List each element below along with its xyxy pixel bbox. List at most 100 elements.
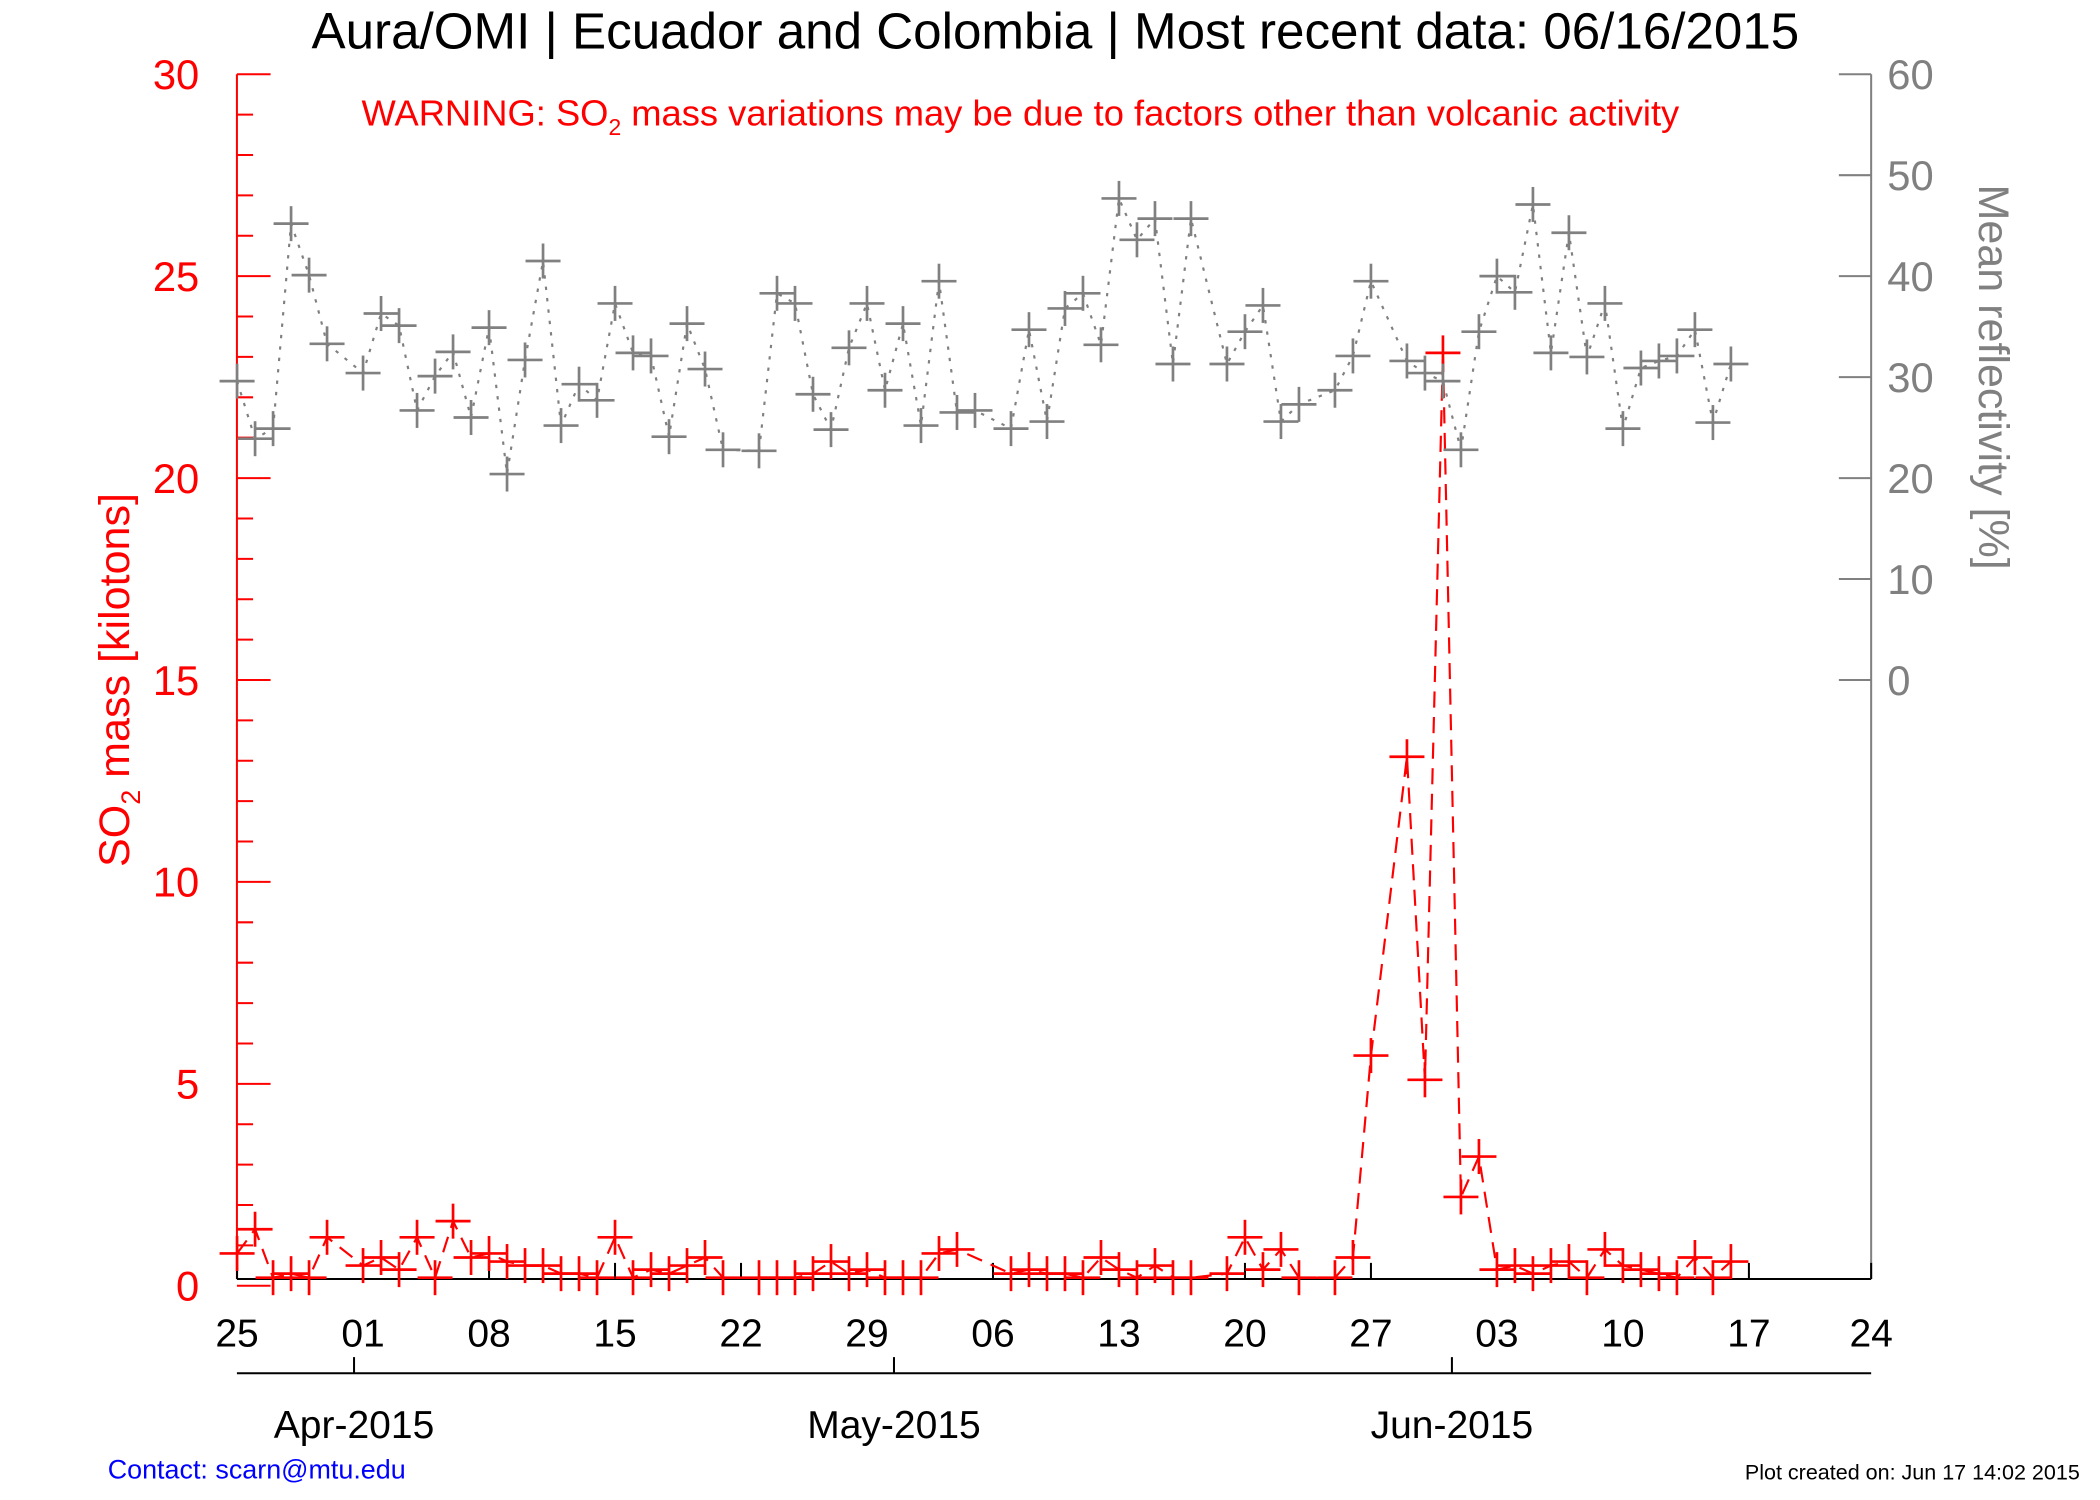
so2-mass-point — [309, 1219, 345, 1255]
plot-created-text: Plot created on: Jun 17 14:02 2015 — [1745, 1461, 2080, 1485]
left-tick-label: 30 — [153, 51, 199, 98]
reflectivity-point — [345, 355, 381, 391]
x-tick-label: 01 — [341, 1312, 384, 1355]
so2-mass-point — [1605, 1248, 1641, 1284]
so2-mass-point — [579, 1260, 615, 1296]
so2-mass-point — [1515, 1256, 1551, 1292]
reflectivity-point — [1623, 350, 1659, 386]
reflectivity-point — [1425, 363, 1461, 399]
so2-mass-point — [381, 1252, 417, 1288]
month-label: Apr-2015 — [274, 1404, 435, 1447]
so2-mass-point — [1263, 1231, 1299, 1267]
reflectivity-point — [525, 243, 561, 279]
so2-mass-point — [705, 1260, 741, 1296]
reflectivity-point — [813, 412, 849, 448]
so2-mass-point — [417, 1260, 453, 1296]
right-tick-label: 10 — [1887, 556, 1933, 603]
so2-mass-point — [615, 1260, 651, 1296]
so2-mass-point — [1713, 1244, 1749, 1280]
reflectivity-point — [1245, 287, 1281, 323]
reflectivity-point — [1173, 201, 1209, 237]
so2-mass-point — [1623, 1252, 1659, 1288]
x-tick-label: 13 — [1097, 1312, 1140, 1355]
so2-mass-point — [1461, 1139, 1497, 1175]
reflectivity-point — [255, 411, 291, 447]
contact-link[interactable]: Contact: scarn@mtu.edu — [108, 1454, 406, 1484]
so2-mass-point — [1173, 1260, 1209, 1296]
reflectivity-point — [1389, 343, 1425, 379]
reflectivity-point — [381, 308, 417, 344]
so2-mass-point — [1587, 1231, 1623, 1267]
reflectivity-point — [237, 421, 273, 457]
so2-mass-point — [363, 1240, 399, 1275]
reflectivity-point — [903, 408, 939, 444]
so2-mass-point — [1659, 1260, 1695, 1296]
so2-mass-point — [1101, 1252, 1137, 1288]
right-tick-label: 60 — [1887, 51, 1933, 98]
so2-mass-line — [236, 352, 1732, 1281]
so2-mass-point — [1569, 1260, 1605, 1296]
chart-title: Aura/OMI | Ecuador and Colombia | Most r… — [312, 3, 1800, 60]
reflectivity-point — [741, 433, 777, 469]
reflectivity-point — [615, 335, 651, 371]
reflectivity-point — [1641, 343, 1677, 379]
so2-mass-point — [633, 1252, 669, 1288]
so2-mass-point — [831, 1256, 867, 1292]
so2-mass-point — [1479, 1252, 1515, 1288]
reflectivity-point — [1101, 180, 1137, 216]
so2-mass-point — [1065, 1260, 1101, 1296]
so2-mass-point — [849, 1252, 885, 1288]
so2-mass-point — [777, 1260, 813, 1296]
reflectivity-point — [1209, 346, 1245, 382]
left-tick-label: 0 — [176, 1263, 199, 1310]
so2-mass-point — [1497, 1248, 1533, 1284]
x-tick-label: 10 — [1601, 1312, 1644, 1355]
so2-mass-point — [1335, 1240, 1371, 1275]
reflectivity-point — [867, 372, 903, 408]
x-tick-label: 17 — [1727, 1312, 1770, 1355]
so2-mass-point — [1677, 1240, 1713, 1275]
reflectivity-point — [1569, 339, 1605, 375]
reflectivity-point — [939, 394, 975, 430]
reflectivity-point — [489, 456, 525, 492]
reflectivity-point — [1515, 186, 1551, 222]
reflectivity-point — [219, 363, 255, 399]
x-tick-label: 08 — [467, 1312, 510, 1355]
so2-mass-point — [1119, 1260, 1155, 1296]
reflectivity-point — [633, 338, 669, 374]
reflectivity-point — [1317, 372, 1353, 408]
reflectivity-point — [1533, 335, 1569, 371]
so2-mass-point — [1533, 1248, 1569, 1284]
so2-mass-point — [597, 1219, 633, 1255]
reflectivity-point — [1551, 215, 1587, 251]
reflectivity-point — [543, 408, 579, 444]
month-label: Jun-2015 — [1371, 1404, 1534, 1447]
reflectivity-point — [777, 285, 813, 321]
so2-mass-point — [291, 1260, 327, 1296]
reflectivity-point — [831, 330, 867, 366]
reflectivity-point — [1137, 201, 1173, 237]
so2-mass-point — [255, 1260, 291, 1296]
so2-mass-point — [1137, 1248, 1173, 1284]
so2-mass-point — [1551, 1244, 1587, 1280]
right-tick-label: 50 — [1887, 152, 1933, 199]
x-tick-label: 03 — [1475, 1312, 1518, 1355]
so2-mass-point — [993, 1256, 1029, 1292]
reflectivity-point — [1479, 258, 1515, 294]
so2-mass-point — [1695, 1260, 1731, 1296]
reflectivity-point — [1011, 312, 1047, 348]
reflectivity-point — [1083, 327, 1119, 363]
reflectivity-point — [471, 310, 507, 346]
so2-mass-point — [903, 1260, 939, 1296]
warning-text: WARNING: SO2 mass variations may be due … — [362, 92, 1681, 139]
reflectivity-point — [1695, 405, 1731, 441]
reflectivity-point — [579, 382, 615, 418]
left-tick-label: 5 — [176, 1061, 199, 1108]
left-tick-label: 15 — [153, 657, 199, 704]
reflectivity-point — [1065, 275, 1101, 311]
so2-mass-point — [1011, 1252, 1047, 1288]
reflectivity-point — [921, 263, 957, 299]
x-tick-label: 24 — [1849, 1312, 1892, 1355]
so2-mass-point — [1245, 1252, 1281, 1288]
data-marks — [219, 180, 1749, 1296]
